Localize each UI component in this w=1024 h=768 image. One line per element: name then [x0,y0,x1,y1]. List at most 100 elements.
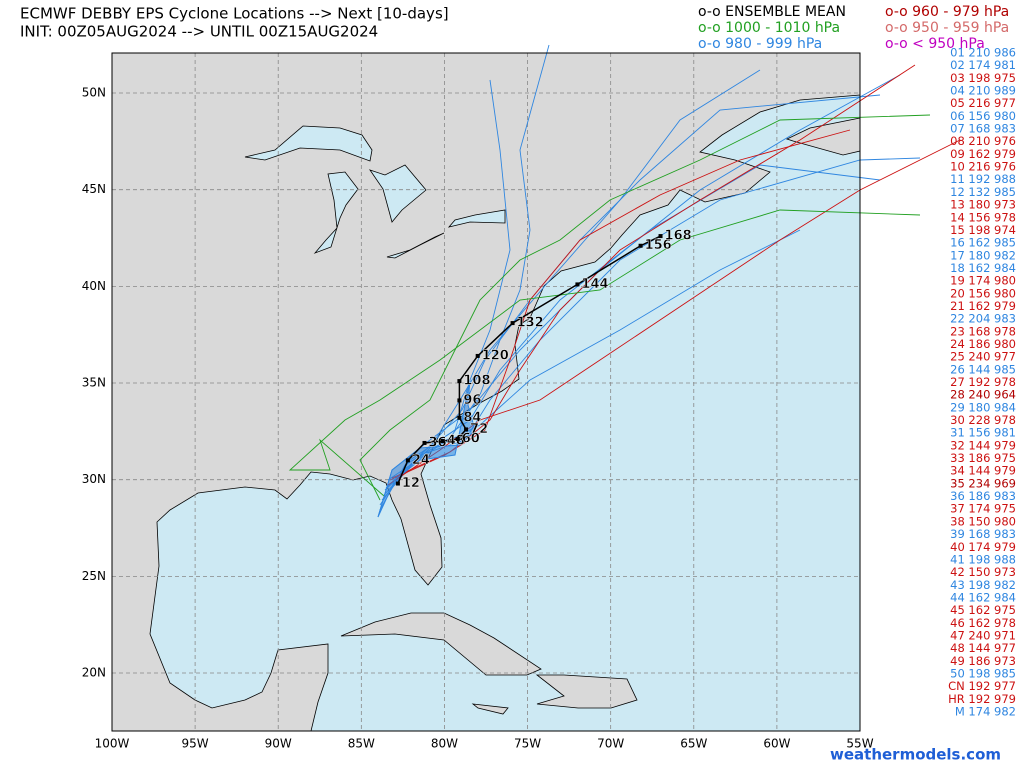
member-entry: HR 192 979 [948,692,1016,706]
mean-track-hour: 84 [463,410,481,425]
lake [386,232,445,259]
member-entry: 50 198 985 [950,666,1016,680]
member-entry: 45 162 975 [950,603,1016,617]
lake [313,171,359,254]
lon-tick-label: 65W [680,737,707,751]
member-tracks [288,44,961,518]
lat-tick-label: 50N [82,86,106,100]
member-entry: 13 180 973 [950,198,1016,212]
mean-track-hour: 120 [482,348,509,363]
member-entry: 42 150 973 [950,565,1016,579]
lake [244,125,373,162]
mean-track-hour: 96 [463,393,481,408]
mean-track-point [455,437,460,442]
member-entry: 30 228 978 [950,413,1016,427]
member-entry: 11 192 988 [950,172,1016,186]
legend-entry: o-o 960 - 979 hPa [885,4,1009,20]
member-entry: 43 198 982 [950,578,1016,592]
mean-track-line [397,235,661,484]
member-entry: 38 150 980 [950,514,1016,528]
great-lakes [244,125,506,259]
mean-track-hour: 144 [581,277,608,292]
member-track [387,229,801,481]
jamaica [471,703,509,715]
member-entry: M 174 982 [955,705,1016,719]
mean-track-hour: 60 [462,432,480,447]
lon-tick-label: 60W [763,737,790,751]
member-entry: 19 174 980 [950,274,1016,288]
member-entry: 23 168 978 [950,324,1016,338]
mean-track-hour: 24 [412,453,430,468]
member-entry: 37 174 975 [950,502,1016,516]
legend-entry: o-o < 950 hPa [885,36,985,52]
member-entry: 07 168 983 [950,122,1016,136]
member-entry: 44 162 984 [950,590,1016,604]
member-entry: 26 144 985 [950,362,1016,376]
member-entry: 39 168 983 [950,527,1016,541]
mean-track-hour: 156 [645,238,672,253]
member-entry: 17 180 982 [950,248,1016,262]
init-line: INIT: 00Z05AUG2024 --> UNTIL 00Z15AUG202… [20,23,378,41]
member-entry: 24 186 980 [950,337,1016,351]
member-cluster [377,379,476,518]
lon-tick-label: 55W [846,737,873,751]
member-entry: 32 144 979 [950,438,1016,452]
member-entry: 08 210 976 [950,134,1016,148]
land [111,52,861,732]
member-entry: 47 240 971 [950,628,1016,642]
lon-tick-label: 75W [514,737,541,751]
member-track [288,209,921,497]
lon-tick-label: 70W [597,737,624,751]
member-entry: 41 198 988 [950,552,1016,566]
member-entry: 15 198 974 [950,223,1016,237]
member-track [389,129,851,481]
mean-track-hour: 108 [463,374,490,389]
member-entry: 05 216 977 [950,96,1016,110]
cuba [340,612,542,676]
lat-tick-label: 20N [82,666,106,680]
legend-entry: o-o 1000 - 1010 hPa [698,20,840,36]
member-entry: 34 144 979 [950,464,1016,478]
mean-track-point [658,234,663,239]
member-entry: 49 186 973 [950,654,1016,668]
lat-tick-label: 45N [82,182,106,196]
mean-track-point [464,427,469,432]
mean-track-point [457,415,462,420]
legend-entry: o-o 980 - 999 hPa [698,36,822,52]
member-entry: 35 234 969 [950,476,1016,490]
member-entry: 09 162 979 [950,147,1016,161]
lon-tick-label: 100W [95,737,130,751]
member-entry: 40 174 979 [950,540,1016,554]
member-entry: 06 156 980 [950,109,1016,123]
member-entry: CN 192 977 [948,679,1016,693]
mean-track-hour: 72 [470,422,488,437]
map-frame [111,52,861,732]
member-entry: 14 156 978 [950,210,1016,224]
lake [447,209,506,228]
lake [368,164,427,223]
member-entry: 36 186 983 [950,489,1016,503]
member-entry: 16 162 985 [950,236,1016,250]
mean-track-point [575,282,580,287]
mean-track-point [395,481,400,486]
member-entry: 03 198 975 [950,71,1016,85]
member-entry: 25 240 977 [950,350,1016,364]
member-track [383,164,881,496]
mean-track-point [475,353,480,358]
member-entry: 29 180 984 [950,400,1016,414]
mean-track-point [422,440,427,445]
member-entry: 33 186 975 [950,451,1016,465]
member-entry: 10 216 976 [950,160,1016,174]
title: ECMWF DEBBY EPS Cyclone Locations --> Ne… [20,5,449,23]
mean-track-point [510,321,515,326]
legend-entry: o-o ENSEMBLE MEAN [698,4,846,20]
mean-track-hour: 12 [402,476,420,491]
mean-track-hour: 132 [517,316,544,331]
mean-track-point [405,458,410,463]
member-entry: 46 162 978 [950,616,1016,630]
member-entry: 01 210 986 [950,46,1016,60]
lon-tick-label: 85W [348,737,375,751]
